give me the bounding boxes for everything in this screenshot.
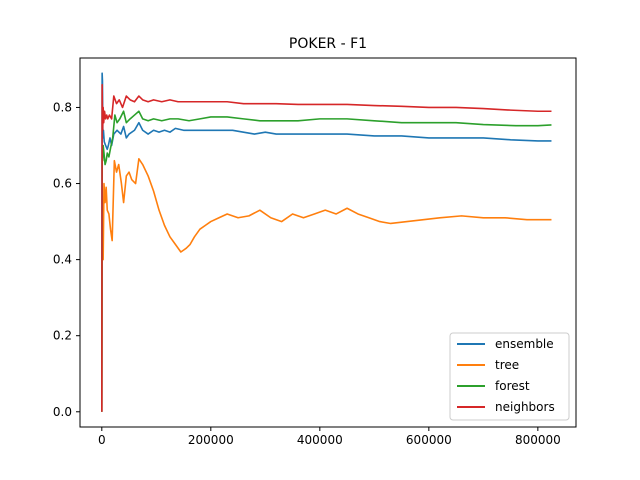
x-axis: 0 200000 400000 600000 800000 bbox=[98, 427, 561, 447]
y-axis: 0.0 0.2 0.4 0.6 0.8 bbox=[53, 100, 80, 419]
legend-item-forest: forest bbox=[457, 379, 530, 393]
legend-label-tree: tree bbox=[495, 358, 519, 372]
y-tick-label: 0.0 bbox=[53, 405, 72, 419]
legend: ensemble tree forest neighbors bbox=[449, 332, 570, 421]
legend-label-ensemble: ensemble bbox=[495, 337, 554, 351]
series-line-tree bbox=[101, 158, 552, 412]
legend-item-ensemble: ensemble bbox=[457, 337, 554, 351]
chart-title: POKER - F1 bbox=[289, 36, 367, 52]
legend-box bbox=[449, 332, 570, 421]
series-line-neighbors bbox=[101, 83, 552, 412]
series-line-forest bbox=[101, 110, 552, 412]
x-tick-label: 400000 bbox=[297, 433, 343, 447]
x-tick-label: 800000 bbox=[515, 433, 561, 447]
y-tick-label: 0.2 bbox=[53, 329, 72, 343]
x-tick-label: 200000 bbox=[188, 433, 234, 447]
legend-label-neighbors: neighbors bbox=[495, 400, 555, 414]
x-tick-label: 600000 bbox=[406, 433, 452, 447]
axes-frame bbox=[79, 57, 577, 428]
legend-item-neighbors: neighbors bbox=[457, 400, 555, 414]
x-tick-label: 0 bbox=[98, 433, 106, 447]
series-lines bbox=[101, 72, 552, 412]
legend-label-forest: forest bbox=[495, 379, 530, 393]
y-tick-label: 0.6 bbox=[53, 177, 72, 191]
series-line-ensemble bbox=[101, 72, 552, 412]
legend-item-tree: tree bbox=[457, 358, 519, 372]
y-tick-label: 0.8 bbox=[53, 100, 72, 114]
y-tick-label: 0.4 bbox=[53, 253, 72, 267]
plot-area bbox=[79, 57, 577, 428]
